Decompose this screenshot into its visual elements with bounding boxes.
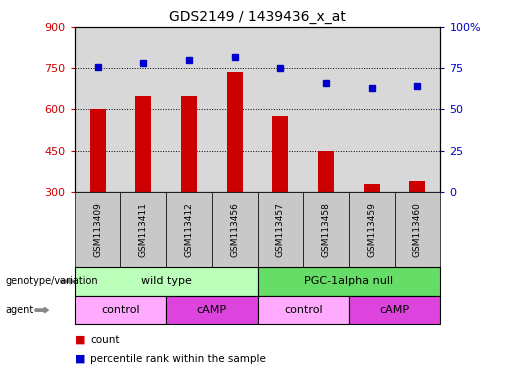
Text: wild type: wild type [141, 276, 192, 286]
Bar [227, 72, 243, 192]
Text: GSM113460: GSM113460 [413, 202, 422, 257]
Text: ■: ■ [75, 354, 85, 364]
Text: GSM113412: GSM113412 [184, 202, 194, 257]
Bar [135, 96, 151, 192]
Bar [409, 181, 425, 192]
Text: GSM113409: GSM113409 [93, 202, 102, 257]
Text: control: control [284, 305, 322, 315]
Text: GSM113411: GSM113411 [139, 202, 148, 257]
Text: percentile rank within the sample: percentile rank within the sample [90, 354, 266, 364]
Bar [272, 116, 288, 192]
Text: PGC-1alpha null: PGC-1alpha null [304, 276, 393, 286]
Text: cAMP: cAMP [380, 305, 409, 315]
Title: GDS2149 / 1439436_x_at: GDS2149 / 1439436_x_at [169, 10, 346, 25]
Bar [364, 184, 380, 192]
Bar [181, 96, 197, 192]
Bar [90, 109, 106, 192]
Text: genotype/variation: genotype/variation [5, 276, 98, 286]
Text: agent: agent [5, 305, 33, 315]
Text: GSM113456: GSM113456 [230, 202, 239, 257]
Text: GSM113457: GSM113457 [276, 202, 285, 257]
Text: count: count [90, 335, 119, 345]
Text: GSM113459: GSM113459 [367, 202, 376, 257]
Text: control: control [101, 305, 140, 315]
Bar [318, 151, 334, 192]
Text: GSM113458: GSM113458 [321, 202, 331, 257]
Text: ■: ■ [75, 335, 85, 345]
Text: cAMP: cAMP [197, 305, 227, 315]
